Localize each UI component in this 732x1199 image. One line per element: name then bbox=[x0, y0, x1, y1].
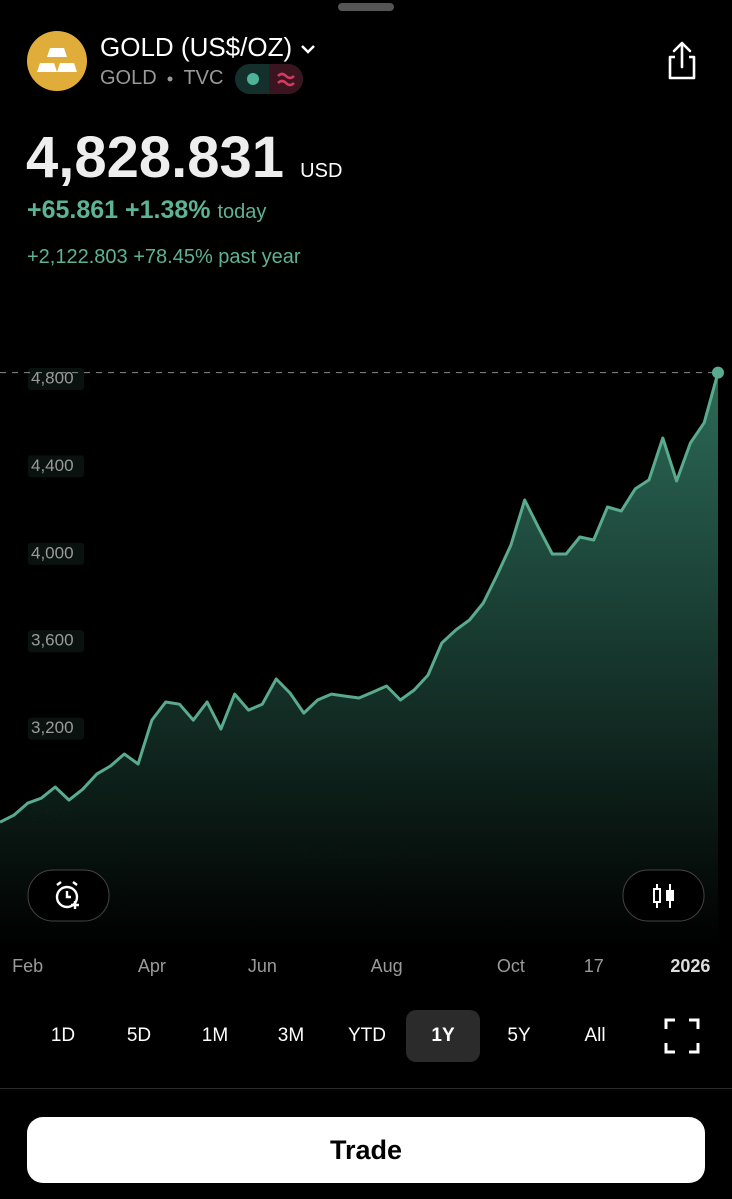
share-button[interactable] bbox=[664, 40, 700, 82]
range-button[interactable]: 1Y bbox=[406, 1010, 480, 1062]
title-text: GOLD (US$/OZ) bbox=[100, 32, 293, 62]
fullscreen-button[interactable] bbox=[664, 1018, 700, 1054]
price-value: 4,828.831 bbox=[26, 125, 285, 190]
currency: USD bbox=[300, 160, 343, 182]
year-period: past year bbox=[218, 246, 301, 268]
gold-logo bbox=[27, 31, 87, 91]
change-today: +65.861 +1.38% today bbox=[27, 196, 266, 225]
y-tick-bg bbox=[28, 455, 84, 478]
year-change-pct: +78.45% bbox=[133, 246, 213, 268]
range-button[interactable]: 5D bbox=[126, 1025, 152, 1046]
price-line bbox=[0, 372, 720, 824]
range-button[interactable]: 1M bbox=[201, 1025, 229, 1046]
chevron bbox=[301, 45, 316, 54]
y-tick-label: 3,600 bbox=[31, 631, 74, 650]
y-tick-bg bbox=[28, 542, 84, 565]
y-tick-bg bbox=[28, 367, 84, 390]
area-fill bbox=[0, 372, 718, 945]
x-tick-label: Apr bbox=[138, 956, 166, 976]
x-tick-label: Aug bbox=[371, 956, 403, 976]
divider bbox=[0, 1088, 732, 1089]
y-tick-label: 4,400 bbox=[31, 456, 74, 475]
x-tick-label: 2026 bbox=[670, 956, 710, 976]
change: +65.861 bbox=[27, 196, 119, 224]
alert-button[interactable] bbox=[27, 869, 110, 922]
change-pct: +1.38% bbox=[125, 196, 211, 224]
symbol-meta: GOLD TVC bbox=[100, 67, 223, 90]
price: 4,828.831 USD bbox=[26, 124, 342, 191]
x-tick-label: Jun bbox=[248, 956, 277, 976]
bullet bbox=[167, 76, 173, 82]
y-tick-label: 4,800 bbox=[31, 368, 74, 387]
exchange: TVC bbox=[183, 67, 224, 89]
x-tick-label: Feb bbox=[12, 956, 43, 976]
range-button[interactable]: 1D bbox=[50, 1025, 76, 1046]
change-period: today bbox=[217, 201, 267, 223]
range-button[interactable]: 3M bbox=[277, 1025, 305, 1046]
y-tick-label: 3,200 bbox=[31, 718, 74, 737]
x-tick-label: Oct bbox=[497, 956, 525, 976]
range-button[interactable]: YTD bbox=[348, 1025, 386, 1046]
change-year: +2,122.803 +78.45% past year bbox=[27, 246, 301, 269]
price-chart: 2,8003,2003,6004,0004,4004,800TradingVie… bbox=[0, 366, 724, 976]
y-tick-label: 4,000 bbox=[31, 543, 74, 562]
last-point bbox=[712, 366, 724, 379]
drag-handle bbox=[338, 3, 394, 11]
chart-type-button[interactable] bbox=[622, 869, 705, 922]
y-tick-bg bbox=[28, 717, 84, 740]
year-change: +2,122.803 bbox=[27, 246, 128, 268]
symbol-title[interactable]: GOLD (US$/OZ) bbox=[100, 32, 317, 63]
x-tick-label: 17 bbox=[584, 956, 604, 976]
range-button[interactable]: 5Y bbox=[507, 1025, 531, 1046]
range-button[interactable]: All bbox=[584, 1025, 606, 1046]
y-tick-bg bbox=[28, 630, 84, 653]
symbol: GOLD bbox=[100, 67, 157, 89]
trade-button[interactable]: Trade bbox=[27, 1117, 705, 1183]
status-badges bbox=[235, 64, 303, 94]
